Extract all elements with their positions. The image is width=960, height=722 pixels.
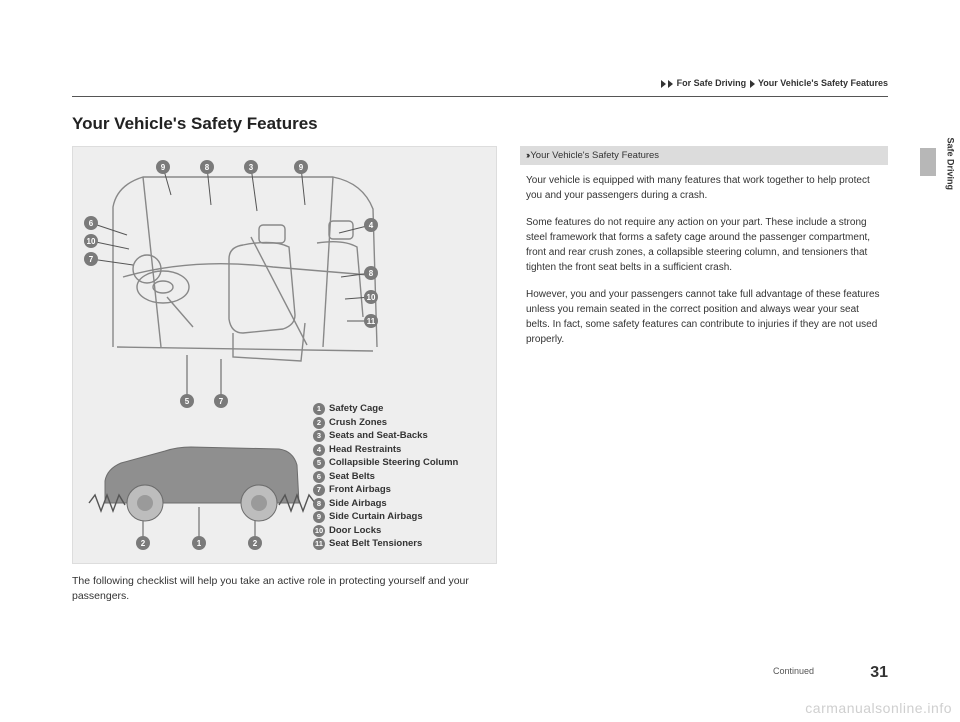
svg-text:1: 1 bbox=[197, 539, 202, 548]
sidebar-title: Your Vehicle's Safety Features bbox=[530, 150, 659, 161]
safety-features-figure: 9839610748101157212 1Safety Cage2Crush Z… bbox=[72, 146, 497, 564]
legend-badge: 3 bbox=[313, 430, 325, 442]
sidebar-para-2: Some features do not require any action … bbox=[526, 215, 884, 275]
svg-text:7: 7 bbox=[219, 397, 224, 406]
legend-badge: 11 bbox=[313, 538, 325, 550]
chevron-right-icon bbox=[750, 80, 755, 88]
legend-label: Seat Belt Tensioners bbox=[329, 538, 422, 550]
legend-row: 2 Crush Zones bbox=[313, 417, 458, 429]
manual-page: For Safe Driving Your Vehicle's Safety F… bbox=[72, 78, 888, 678]
legend-row: 3 Seats and Seat-Backs bbox=[313, 430, 458, 442]
svg-text:10: 10 bbox=[367, 293, 376, 302]
legend-label: Seat Belts bbox=[329, 471, 375, 483]
figure-caption: The following checklist will help you ta… bbox=[72, 574, 497, 604]
legend-label: Head Restraints bbox=[329, 444, 401, 456]
legend-badge: 4 bbox=[313, 444, 325, 456]
legend-row: 7 Front Airbags bbox=[313, 484, 458, 496]
legend-badge: 10 bbox=[313, 525, 325, 537]
svg-text:9: 9 bbox=[299, 163, 304, 172]
chevron-right-icon bbox=[668, 80, 673, 88]
legend-row: 8 Side Airbags bbox=[313, 498, 458, 510]
section-tab-label: Safe Driving bbox=[946, 137, 956, 190]
sidebar-body: Your vehicle is equipped with many featu… bbox=[520, 165, 888, 347]
legend-badge: 1 bbox=[313, 403, 325, 415]
legend-label: Collapsible Steering Column bbox=[329, 457, 458, 469]
svg-text:3: 3 bbox=[249, 163, 254, 172]
page-title: Your Vehicle's Safety Features bbox=[72, 114, 318, 134]
legend-label: Door Locks bbox=[329, 525, 381, 537]
legend-row: 1 Safety Cage bbox=[313, 403, 458, 415]
legend-row: 9 Side Curtain Airbags bbox=[313, 511, 458, 523]
legend-row: 10 Door Locks bbox=[313, 525, 458, 537]
svg-text:8: 8 bbox=[205, 163, 210, 172]
legend-label: Safety Cage bbox=[329, 403, 383, 415]
svg-text:4: 4 bbox=[369, 221, 374, 230]
legend-label: Front Airbags bbox=[329, 484, 391, 496]
section-tab: Safe Driving bbox=[920, 148, 936, 176]
chevron-right-icon: ›› bbox=[526, 150, 528, 161]
svg-text:2: 2 bbox=[141, 539, 146, 548]
svg-text:8: 8 bbox=[369, 269, 374, 278]
feature-legend: 1 Safety Cage 2 Crush Zones 3 Seats and Seat-… bbox=[313, 403, 458, 552]
sidebar-para-1: Your vehicle is equipped with many featu… bbox=[526, 173, 884, 203]
svg-text:6: 6 bbox=[89, 219, 94, 228]
legend-badge: 9 bbox=[313, 511, 325, 523]
breadcrumb-seg-1: For Safe Driving bbox=[677, 78, 747, 88]
continued-label: Continued bbox=[773, 666, 814, 676]
svg-text:11: 11 bbox=[367, 317, 376, 326]
breadcrumb-seg-2: Your Vehicle's Safety Features bbox=[758, 78, 888, 88]
legend-badge: 5 bbox=[313, 457, 325, 469]
svg-text:7: 7 bbox=[89, 255, 94, 264]
legend-label: Crush Zones bbox=[329, 417, 387, 429]
breadcrumb: For Safe Driving Your Vehicle's Safety F… bbox=[660, 78, 888, 88]
legend-badge: 2 bbox=[313, 417, 325, 429]
legend-badge: 6 bbox=[313, 471, 325, 483]
legend-row: 5 Collapsible Steering Column bbox=[313, 457, 458, 469]
legend-row: 11 Seat Belt Tensioners bbox=[313, 538, 458, 550]
sidebar-header: ››Your Vehicle's Safety Features bbox=[520, 146, 888, 165]
legend-label: Side Curtain Airbags bbox=[329, 511, 423, 523]
svg-text:9: 9 bbox=[161, 163, 166, 172]
chevron-right-icon bbox=[661, 80, 666, 88]
info-sidebar: ››Your Vehicle's Safety Features Your ve… bbox=[520, 146, 888, 359]
section-tab-marker bbox=[920, 148, 936, 176]
page-number: 31 bbox=[870, 664, 888, 682]
legend-label: Side Airbags bbox=[329, 498, 387, 510]
svg-text:5: 5 bbox=[185, 397, 190, 406]
legend-row: 4 Head Restraints bbox=[313, 444, 458, 456]
svg-text:10: 10 bbox=[87, 237, 96, 246]
svg-text:2: 2 bbox=[253, 539, 258, 548]
header-rule bbox=[72, 96, 888, 97]
legend-badge: 7 bbox=[313, 484, 325, 496]
watermark: carmanualsonline.info bbox=[805, 700, 952, 716]
legend-row: 6 Seat Belts bbox=[313, 471, 458, 483]
legend-badge: 8 bbox=[313, 498, 325, 510]
sidebar-para-3: However, you and your passengers cannot … bbox=[526, 287, 884, 347]
legend-label: Seats and Seat-Backs bbox=[329, 430, 428, 442]
